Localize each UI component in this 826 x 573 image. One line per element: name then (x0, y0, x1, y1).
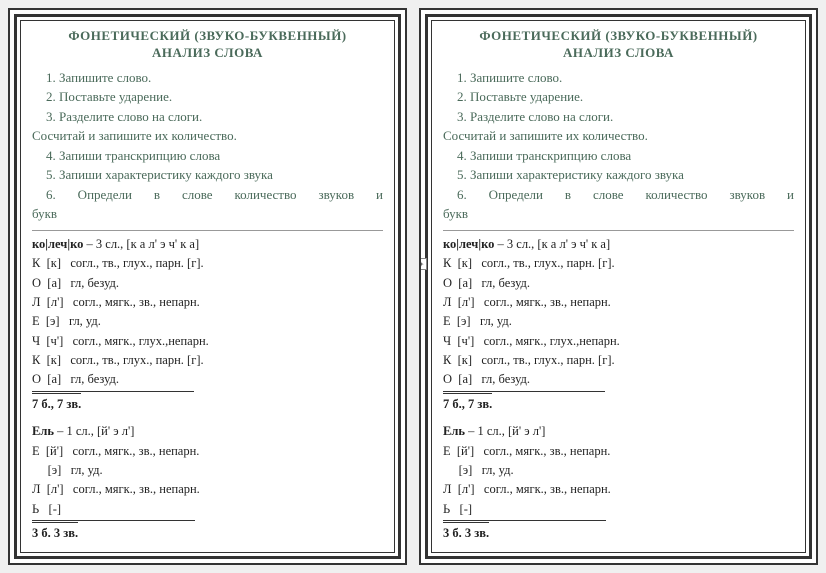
step-3-note: Сосчитай и запишите их количество. (443, 126, 794, 146)
example-1-head: ко|леч|ко – 3 сл., [к а л' э ч' к а] (443, 235, 794, 254)
ex1-totals: 7 б., 7 зв. (443, 393, 492, 414)
anchor-marker-icon: ✦ (419, 258, 427, 270)
title-line-1: ФОНЕТИЧЕСКИЙ (ЗВУКО-БУКВЕННЫЙ) (68, 28, 346, 43)
example-1: ко|леч|ко – 3 сл., [к а л' э ч' к а] К [… (443, 235, 794, 414)
title-line-2: АНАЛИЗ СЛОВА (152, 45, 263, 60)
ex1-line-3: Л [л'] согл., мягк., зв., непарн. (32, 293, 383, 312)
title-line-1: ФОНЕТИЧЕСКИЙ (ЗВУКО-БУКВЕННЫЙ) (479, 28, 757, 43)
document-page-left: ФОНЕТИЧЕСКИЙ (ЗВУКО-БУКВЕННЫЙ) АНАЛИЗ СЛ… (8, 8, 407, 565)
example-1-rest: – 3 сл., [к а л' э ч' к а] (494, 237, 610, 251)
ex2-line-1: Е [й'] согл., мягк., зв., непарн. (443, 442, 794, 461)
document-page-right: ✦ ФОНЕТИЧЕСКИЙ (ЗВУКО-БУКВЕННЫЙ) АНАЛИЗ … (419, 8, 818, 565)
example-2-head: Ель – 1 сл., [й' э л'] (32, 422, 383, 441)
example-2-word: Ель (32, 424, 54, 438)
step-6: 6. Определи в слове количество звуков и (443, 185, 794, 205)
ex1-line-4: Е [э] гл, уд. (443, 312, 794, 331)
ex1-line-7: О [а] гл, безуд. (443, 370, 794, 391)
step-4: 4. Запиши транскрипцию слова (32, 146, 383, 166)
step-5: 5. Запиши характеристику каждого звука (443, 165, 794, 185)
steps-list: 1. Запишите слово. 2. Поставьте ударение… (32, 68, 383, 224)
ex1-line-7-text: О [а] гл, безуд. (32, 370, 194, 391)
spacer (32, 414, 383, 422)
ex2-line-3: Л [л'] согл., мягк., зв., непарн. (32, 480, 383, 499)
example-1-rest: – 3 сл., [к а л' э ч' к а] (83, 237, 199, 251)
ex1-line-7: О [а] гл, безуд. (32, 370, 383, 391)
ex2-line-4-text: Ь [-] (32, 500, 195, 521)
ex1-line-2: О [а] гл, безуд. (32, 274, 383, 293)
separator (443, 230, 794, 231)
ex2-line-1: Е [й'] согл., мягк., зв., непарн. (32, 442, 383, 461)
example-1: ко|леч|ко – 3 сл., [к а л' э ч' к а] К [… (32, 235, 383, 414)
step-6: 6. Определи в слове количество звуков и (32, 185, 383, 205)
steps-list: 1. Запишите слово. 2. Поставьте ударение… (443, 68, 794, 224)
ex1-line-1: К [к] согл., тв., глух., парн. [г]. (32, 254, 383, 273)
page-title: ФОНЕТИЧЕСКИЙ (ЗВУКО-БУКВЕННЫЙ) АНАЛИЗ СЛ… (32, 28, 383, 62)
page-title: ФОНЕТИЧЕСКИЙ (ЗВУКО-БУКВЕННЫЙ) АНАЛИЗ СЛ… (443, 28, 794, 62)
ex1-line-5: Ч [ч'] согл., мягк., глух.,непарн. (32, 332, 383, 351)
example-2-word: Ель (443, 424, 465, 438)
page-content: ФОНЕТИЧЕСКИЙ (ЗВУКО-БУКВЕННЫЙ) АНАЛИЗ СЛ… (30, 24, 385, 547)
ex2-line-2: [э] гл, уд. (32, 461, 383, 480)
example-2-rest: – 1 сл., [й' э л'] (465, 424, 545, 438)
ex2-line-4: Ь [-] (32, 500, 383, 521)
marker-glyph: ✦ (419, 260, 424, 269)
example-2: Ель – 1 сл., [й' э л'] Е [й'] согл., мяг… (32, 422, 383, 543)
step-5: 5. Запиши характеристику каждого звука (32, 165, 383, 185)
step-6b: букв (32, 204, 383, 224)
separator (32, 230, 383, 231)
ex1-line-1: К [к] согл., тв., глух., парн. [г]. (443, 254, 794, 273)
ex1-line-3: Л [л'] согл., мягк., зв., непарн. (443, 293, 794, 312)
ex1-line-6: К [к] согл., тв., глух., парн. [г]. (32, 351, 383, 370)
step-2: 2. Поставьте ударение. (443, 87, 794, 107)
ex2-line-4: Ь [-] (443, 500, 794, 521)
ex2-line-4-text: Ь [-] (443, 500, 606, 521)
step-3-note: Сосчитай и запишите их количество. (32, 126, 383, 146)
title-line-2: АНАЛИЗ СЛОВА (563, 45, 674, 60)
ex2-totals: 3 б. 3 зв. (32, 522, 78, 543)
ex1-line-6: К [к] согл., тв., глух., парн. [г]. (443, 351, 794, 370)
spacer (443, 414, 794, 422)
ex2-line-2: [э] гл, уд. (443, 461, 794, 480)
step-4: 4. Запиши транскрипцию слова (443, 146, 794, 166)
page-content: ФОНЕТИЧЕСКИЙ (ЗВУКО-БУКВЕННЫЙ) АНАЛИЗ СЛ… (441, 24, 796, 547)
example-1-word: ко|леч|ко (32, 237, 83, 251)
example-2: Ель – 1 сл., [й' э л'] Е [й'] согл., мяг… (443, 422, 794, 543)
step-2: 2. Поставьте ударение. (32, 87, 383, 107)
step-3: 3. Разделите слово на слоги. (32, 107, 383, 127)
step-1: 1. Запишите слово. (443, 68, 794, 88)
example-1-word: ко|леч|ко (443, 237, 494, 251)
ex2-line-3: Л [л'] согл., мягк., зв., непарн. (443, 480, 794, 499)
step-3: 3. Разделите слово на слоги. (443, 107, 794, 127)
ex1-line-2: О [а] гл, безуд. (443, 274, 794, 293)
example-2-rest: – 1 сл., [й' э л'] (54, 424, 134, 438)
ex1-line-4: Е [э] гл, уд. (32, 312, 383, 331)
ex1-totals: 7 б., 7 зв. (32, 393, 81, 414)
step-1: 1. Запишите слово. (32, 68, 383, 88)
ex1-line-5: Ч [ч'] согл., мягк., глух.,непарн. (443, 332, 794, 351)
step-6b: букв (443, 204, 794, 224)
ex2-totals: 3 б. 3 зв. (443, 522, 489, 543)
example-1-head: ко|леч|ко – 3 сл., [к а л' э ч' к а] (32, 235, 383, 254)
example-2-head: Ель – 1 сл., [й' э л'] (443, 422, 794, 441)
ex1-line-7-text: О [а] гл, безуд. (443, 370, 605, 391)
